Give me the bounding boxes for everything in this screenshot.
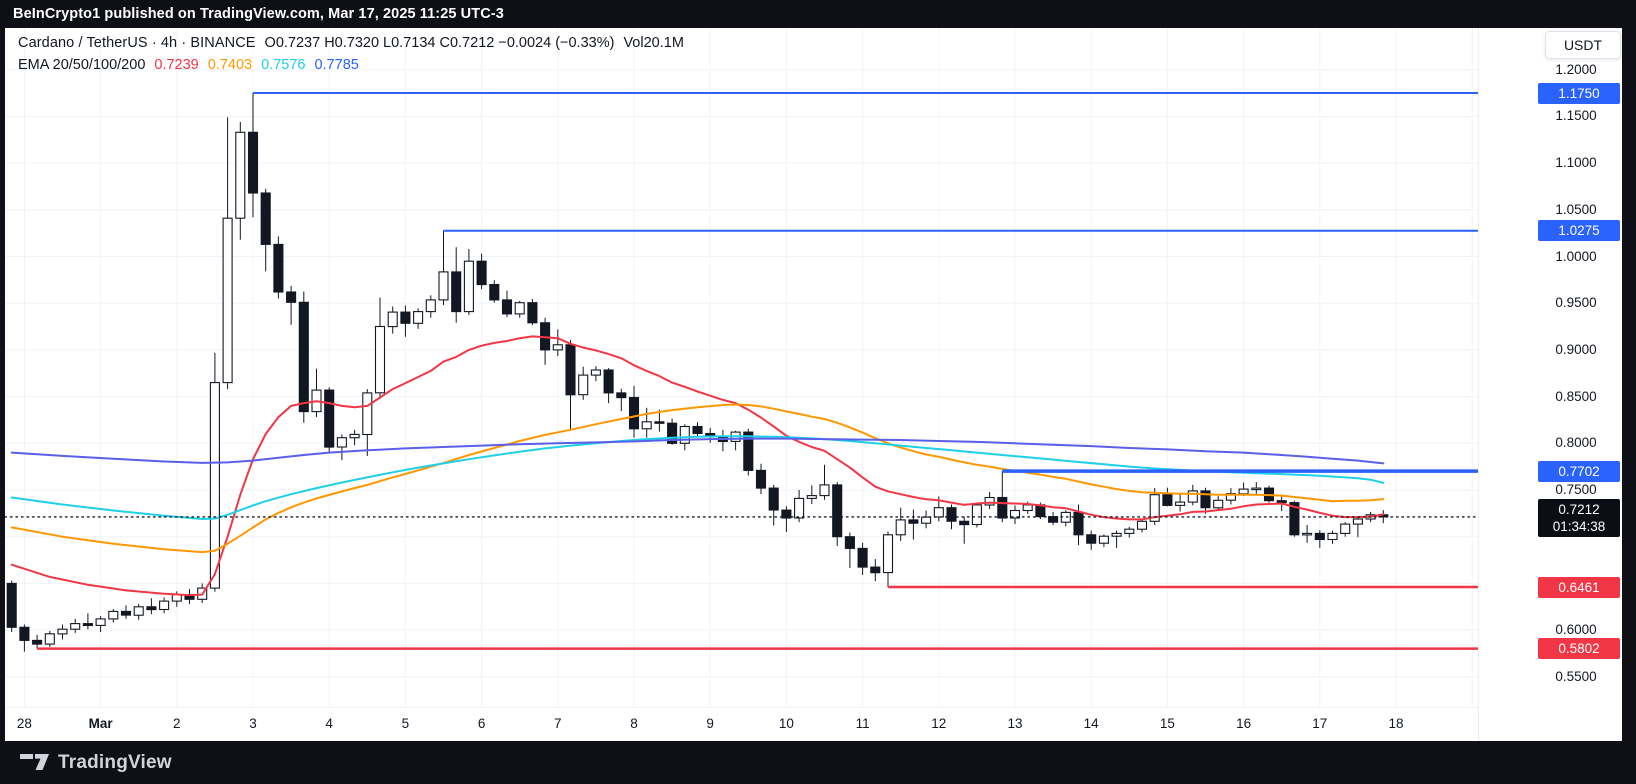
time-label: 16 — [1236, 716, 1252, 731]
ema-200-line — [10, 437, 1385, 465]
price-tick: 1.2000 — [1555, 61, 1597, 77]
candle-countdown: 01:34:38 — [1552, 518, 1606, 534]
attribution-bar: BeInCrypto1 published on TradingView.com… — [0, 0, 1636, 28]
price-axis[interactable]: USDT 1.2000 1.1500 1.1000 1.0500 1.0000 0.950… — [1478, 28, 1622, 741]
currency-toggle-button[interactable]: USDT — [1545, 31, 1621, 59]
ema-200-value: 0.7785 — [314, 57, 359, 73]
current-price-value: 0.7212 — [1558, 501, 1600, 517]
footer-bar: TradingView — [0, 741, 1636, 784]
price-tick: 1.1500 — [1555, 108, 1597, 124]
price-tick: 0.8500 — [1555, 388, 1597, 404]
price-tick: 1.0500 — [1555, 201, 1597, 217]
time-label: 10 — [778, 716, 794, 731]
symbol-title[interactable]: Cardano / TetherUS · 4h · BINANCE — [18, 35, 256, 51]
time-label: 2 — [173, 716, 181, 731]
price-tick: 0.9000 — [1555, 341, 1597, 357]
candles — [6, 93, 1389, 652]
tradingview-logo-icon — [20, 753, 49, 770]
ema-20-line — [10, 335, 1385, 597]
time-label: 28 — [16, 716, 32, 731]
ohlc-values: O0.7237 H0.7320 L0.7134 C0.7212 −0.0024 … — [264, 35, 615, 51]
price-level-badge: 0.6461 — [1538, 576, 1620, 598]
time-label: 8 — [630, 716, 638, 731]
price-tick: 0.7500 — [1555, 482, 1597, 497]
time-label: 12 — [931, 716, 947, 731]
price-tick: 1.1000 — [1555, 155, 1597, 171]
time-label: 18 — [1388, 716, 1404, 731]
price-level-badge: 1.0275 — [1538, 220, 1620, 242]
time-label: 4 — [325, 716, 333, 731]
time-label: 3 — [249, 716, 257, 731]
time-axis[interactable]: 28 Mar 2 3 4 5 6 7 8 9 10 11 12 13 14 15 16 17 18 — [5, 707, 1478, 741]
chart-legend: Cardano / TetherUS · 4h · BINANCE O0.723… — [18, 35, 684, 73]
tradingview-logo[interactable]: TradingView — [0, 752, 172, 774]
ema-20-value: 0.7239 — [154, 57, 199, 73]
ema-50-line — [10, 403, 1385, 554]
chart-pane[interactable] — [5, 28, 1478, 707]
price-tick: 0.5500 — [1555, 668, 1597, 684]
tradingview-logo-text: TradingView — [58, 751, 172, 773]
ema-values: 0.7239 0.7403 0.7576 0.7785 — [154, 57, 358, 73]
time-label: 9 — [706, 716, 714, 731]
time-label: 6 — [477, 716, 486, 731]
attribution-text: BeInCrypto1 published on TradingView.com… — [13, 6, 504, 22]
price-tick: 1.0000 — [1555, 248, 1597, 264]
time-label: 17 — [1312, 716, 1328, 731]
time-label: 15 — [1159, 716, 1175, 731]
price-tick: 0.6000 — [1555, 622, 1597, 638]
current-price-badge: 0.7212 01:34:38 — [1538, 498, 1620, 537]
time-label: 11 — [855, 716, 870, 731]
time-label: 14 — [1083, 716, 1099, 731]
price-level-badge: 0.7702 — [1538, 460, 1620, 482]
price-tick: 0.8000 — [1555, 435, 1597, 451]
chart-window: Cardano / TetherUS · 4h · BINANCE O0.723… — [5, 28, 1622, 741]
price-level-badge: 0.5802 — [1538, 638, 1620, 660]
grid — [5, 28, 1478, 707]
ema-100-value: 0.7576 — [261, 57, 306, 73]
indicator-label[interactable]: EMA 20/50/100/200 — [18, 57, 146, 73]
time-label: 7 — [554, 716, 562, 731]
price-level-rays[interactable] — [37, 92, 1478, 650]
time-label: Mar — [88, 716, 113, 731]
ema-50-value: 0.7403 — [207, 57, 253, 73]
price-level-badge: 1.1750 — [1538, 82, 1620, 104]
price-tick: 0.9500 — [1555, 295, 1597, 311]
volume-value: Vol20.1M — [623, 35, 684, 51]
time-label: 5 — [401, 716, 410, 731]
time-label: 13 — [1007, 716, 1023, 731]
